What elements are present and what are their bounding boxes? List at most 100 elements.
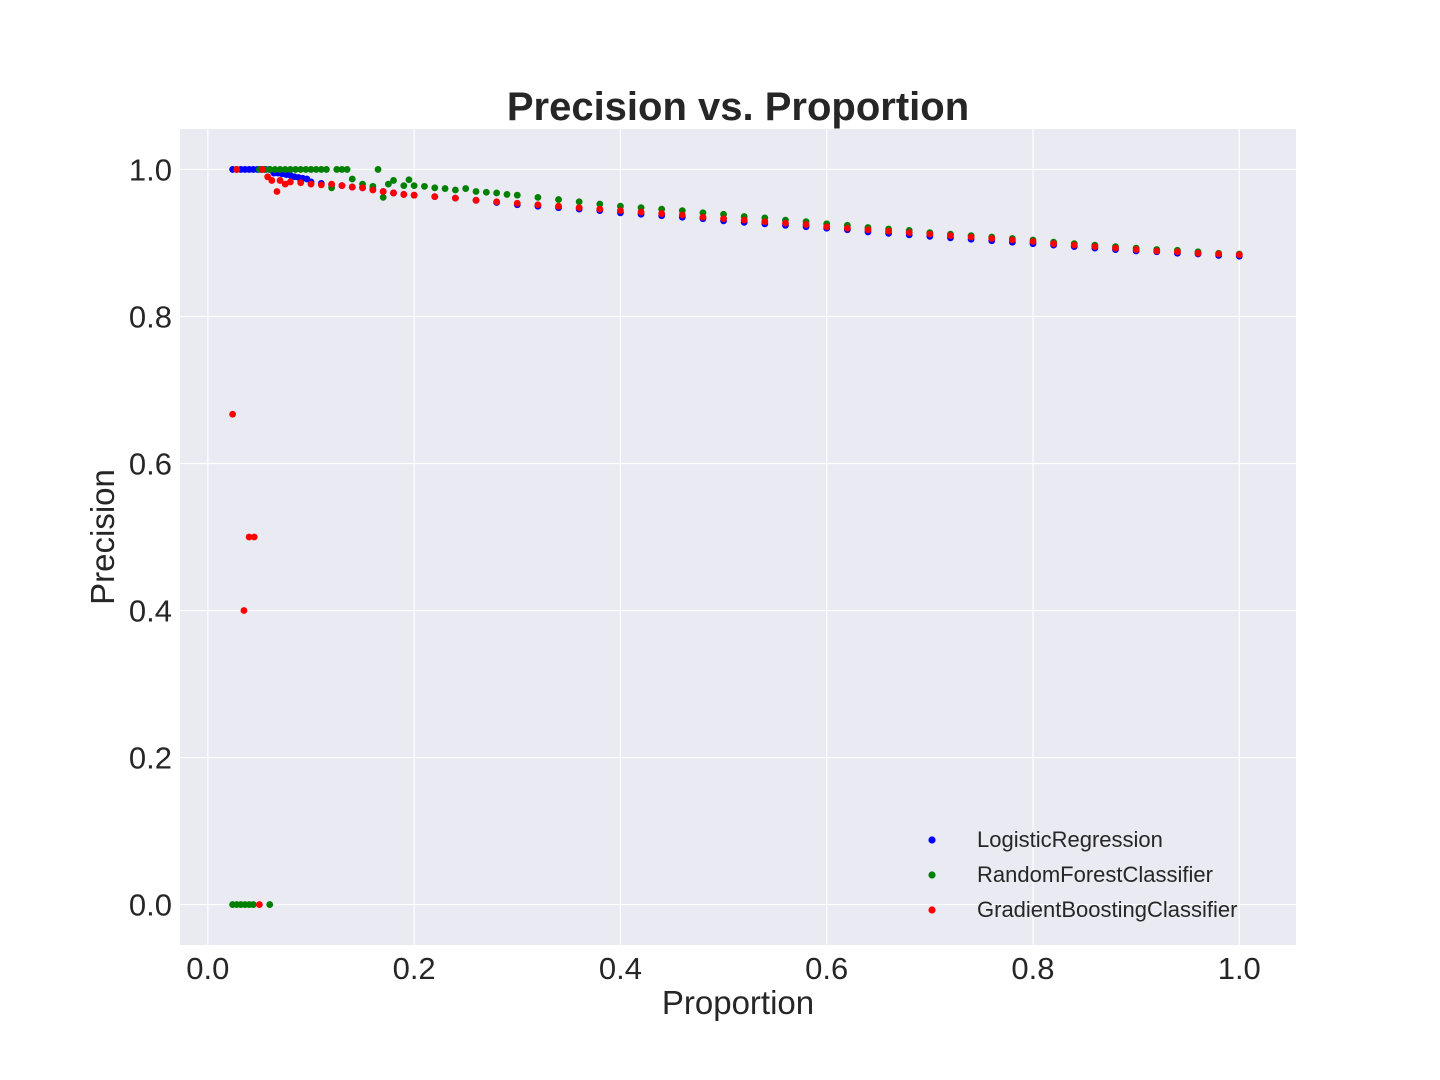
data-point [534,201,542,209]
x-tick-labels: 0.0 0.2 0.4 0.6 0.8 1.0 [186,951,1261,986]
chart-title: Precision vs. Proportion [507,85,969,129]
data-points [229,166,1243,908]
data-point [390,177,397,184]
data-point [317,166,325,173]
data-point [259,166,266,173]
data-point [451,194,459,202]
data-point [400,182,408,190]
data-point [947,232,954,239]
plot-background [180,129,1296,945]
data-point [256,901,263,908]
x-tick-label: 0.0 [186,951,229,986]
series-GradientBoostingClassifier [229,166,1243,908]
data-point [292,166,299,173]
legend-label: LogisticRegression [977,827,1163,852]
data-point [720,215,727,223]
data-point [1235,251,1243,259]
data-point [493,198,501,206]
legend-marker [928,836,936,844]
data-point [678,211,686,219]
data-point [379,188,387,195]
data-point [513,191,521,199]
data-point [317,181,325,189]
data-point [286,178,294,186]
data-point [384,180,392,188]
data-point [338,166,346,173]
x-tick-label: 1.0 [1218,951,1261,986]
data-point [555,196,562,203]
data-point [240,607,248,614]
data-point [281,166,289,173]
legend-label: GradientBoostingClassifier [977,897,1237,922]
data-point [1132,246,1140,253]
data-point [286,166,294,173]
legend-marker [928,906,936,914]
legend-marker [928,871,936,879]
data-point [312,166,320,173]
data-point [864,226,872,234]
data-point [905,229,913,237]
data-point [482,188,490,196]
data-point [1194,249,1202,257]
data-point [637,208,645,216]
data-point [1173,248,1181,256]
data-point [1112,244,1119,252]
data-point [348,175,356,183]
data-point [271,166,279,173]
data-point [359,184,366,192]
y-tick-label: 0.2 [129,741,172,776]
data-point [348,183,356,191]
data-point [575,204,583,212]
data-point [1153,247,1161,255]
data-point [323,166,330,173]
data-point [1215,250,1223,258]
data-point [276,166,284,173]
data-point [472,188,480,195]
data-point [374,166,382,173]
data-point [229,410,237,418]
data-point [328,180,336,188]
data-point [699,213,707,221]
y-tick-label: 0.4 [129,594,172,629]
data-point [462,185,470,192]
y-tick-label: 0.0 [129,888,172,923]
data-point [493,189,501,197]
data-point [513,199,521,207]
data-point [297,179,305,187]
data-point [400,191,408,198]
data-point [761,218,769,226]
data-point [390,189,397,197]
data-point [885,227,892,235]
y-tick-label: 1.0 [129,152,172,187]
data-point [555,202,562,210]
data-point [1029,238,1037,245]
data-point [266,166,274,173]
data-point [333,166,341,173]
y-tick-label: 0.8 [129,299,172,334]
data-point [596,205,604,213]
data-point [503,191,511,198]
data-point [369,186,377,194]
data-point [410,182,418,190]
data-point [302,166,310,173]
data-point [431,184,439,192]
data-point [297,166,305,173]
data-point [379,193,387,201]
data-point [617,207,624,215]
data-point [596,200,604,208]
data-point [451,186,459,194]
data-point [926,230,934,238]
data-point [431,193,439,201]
data-point [472,196,480,204]
data-point [307,166,315,173]
data-point [405,176,413,184]
data-point [1091,243,1099,251]
data-point [410,191,418,199]
data-point [250,533,258,541]
y-axis-label: Precision [84,469,121,605]
grid [180,129,1296,945]
x-tick-label: 0.8 [1011,951,1054,986]
data-point [658,210,666,217]
data-point [338,182,346,190]
